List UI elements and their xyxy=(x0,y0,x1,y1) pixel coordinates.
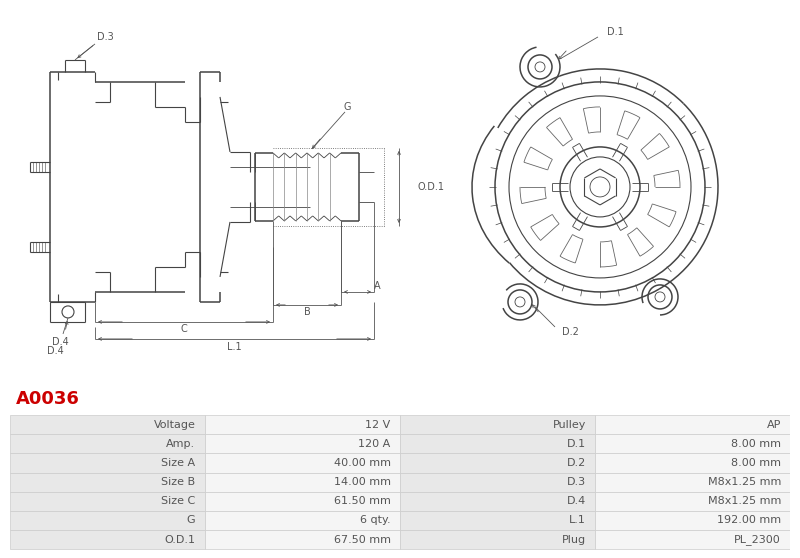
Text: 40.00 mm: 40.00 mm xyxy=(334,458,390,468)
Text: M8x1.25 mm: M8x1.25 mm xyxy=(708,496,781,506)
Text: D.4: D.4 xyxy=(566,496,586,506)
Bar xyxy=(10,530,205,549)
Bar xyxy=(595,492,790,511)
Bar xyxy=(595,434,790,454)
Bar xyxy=(400,454,595,473)
Text: G: G xyxy=(187,516,195,526)
Bar xyxy=(205,415,400,434)
Text: 67.50 mm: 67.50 mm xyxy=(334,535,390,545)
Bar xyxy=(400,434,595,454)
Bar xyxy=(595,415,790,434)
Text: 8.00 mm: 8.00 mm xyxy=(731,439,781,449)
Bar xyxy=(10,454,205,473)
Bar xyxy=(205,454,400,473)
Bar xyxy=(10,473,205,492)
Bar xyxy=(595,530,790,549)
Text: L.1: L.1 xyxy=(226,342,242,352)
Text: Size A: Size A xyxy=(162,458,195,468)
Text: G: G xyxy=(343,102,350,112)
Text: 61.50 mm: 61.50 mm xyxy=(334,496,390,506)
Text: Amp.: Amp. xyxy=(166,439,195,449)
Text: D.1: D.1 xyxy=(606,27,623,37)
Text: O.D.1: O.D.1 xyxy=(417,182,444,192)
Text: D.1: D.1 xyxy=(566,439,586,449)
Bar xyxy=(400,415,595,434)
Text: Size C: Size C xyxy=(161,496,195,506)
Text: D.4: D.4 xyxy=(46,346,63,356)
Text: A: A xyxy=(374,281,380,291)
Text: Pulley: Pulley xyxy=(553,420,586,430)
Bar xyxy=(400,530,595,549)
Text: M8x1.25 mm: M8x1.25 mm xyxy=(708,477,781,487)
Bar xyxy=(400,473,595,492)
Text: 192.00 mm: 192.00 mm xyxy=(717,516,781,526)
Text: PL_2300: PL_2300 xyxy=(734,534,781,545)
Text: D.3: D.3 xyxy=(566,477,586,487)
Bar xyxy=(10,415,205,434)
Bar xyxy=(400,511,595,530)
Bar xyxy=(10,434,205,454)
Bar xyxy=(595,511,790,530)
Bar xyxy=(205,434,400,454)
Text: D.4: D.4 xyxy=(52,337,68,347)
Bar xyxy=(595,473,790,492)
Text: Size B: Size B xyxy=(162,477,195,487)
Bar xyxy=(10,492,205,511)
Text: L.1: L.1 xyxy=(569,516,586,526)
Bar xyxy=(595,454,790,473)
Text: D.2: D.2 xyxy=(566,458,586,468)
Text: D.2: D.2 xyxy=(562,327,578,337)
Bar xyxy=(205,530,400,549)
Text: 8.00 mm: 8.00 mm xyxy=(731,458,781,468)
Bar xyxy=(10,511,205,530)
Bar xyxy=(400,492,595,511)
Bar xyxy=(205,511,400,530)
Bar xyxy=(205,473,400,492)
Text: B: B xyxy=(304,307,310,317)
Text: Voltage: Voltage xyxy=(154,420,195,430)
Text: 120 A: 120 A xyxy=(358,439,390,449)
Text: Plug: Plug xyxy=(562,535,586,545)
Text: C: C xyxy=(181,324,187,334)
Text: O.D.1: O.D.1 xyxy=(165,535,195,545)
Bar xyxy=(205,492,400,511)
Text: 12 V: 12 V xyxy=(366,420,390,430)
Text: AP: AP xyxy=(766,420,781,430)
Text: A0036: A0036 xyxy=(16,390,80,408)
Text: 6 qty.: 6 qty. xyxy=(360,516,390,526)
Text: D.3: D.3 xyxy=(97,32,114,42)
Text: 14.00 mm: 14.00 mm xyxy=(334,477,390,487)
